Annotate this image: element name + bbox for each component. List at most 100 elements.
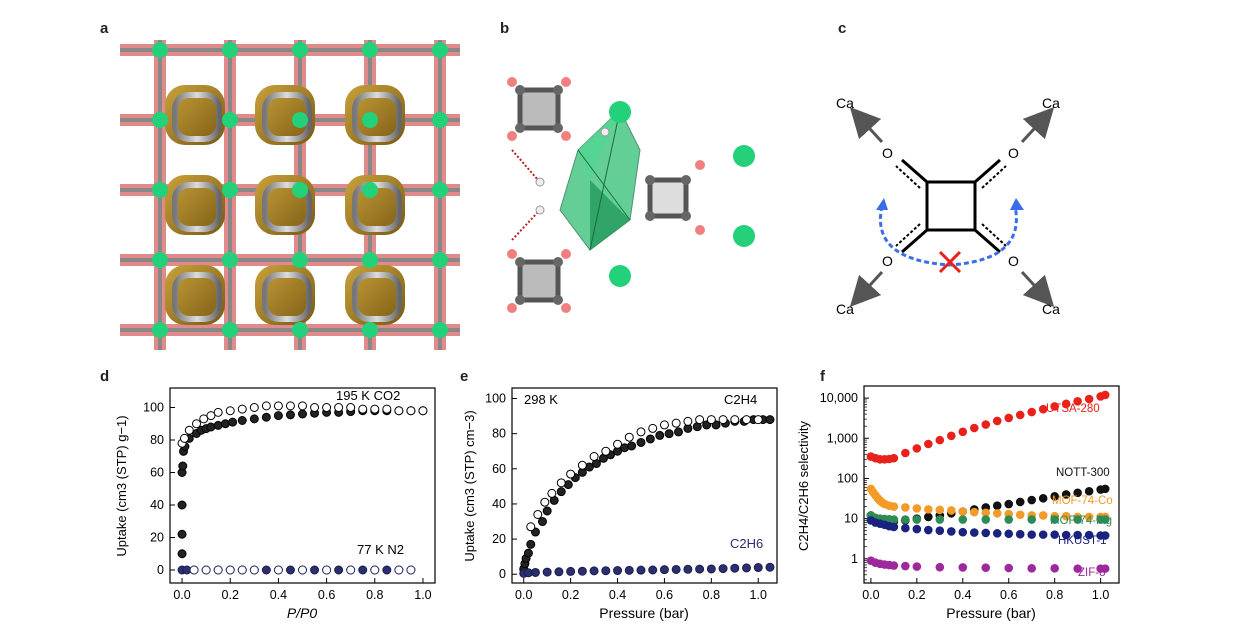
x-tick-label: 0.4: [609, 588, 626, 602]
data-point: [889, 453, 899, 463]
data-point: [556, 487, 566, 497]
pore-channel-wall: [262, 272, 312, 322]
chart-e-c2h4-c2h6-isotherm: 0.0 0.2 0.4 0.6 0.8 1.0 0 20 40 60 80 100 298 K C2H4 C…: [462, 387, 778, 621]
arrow-tl: [849, 106, 884, 144]
data-point: [177, 549, 187, 559]
data-point: [547, 488, 557, 498]
annotation-c2h4: C2H4: [724, 392, 757, 407]
framework-strut: [120, 48, 460, 52]
data-point: [1084, 512, 1094, 522]
data-point: [1050, 564, 1059, 573]
oxygen-label-tl: O: [882, 145, 893, 161]
data-point: [394, 406, 404, 416]
data-point: [683, 564, 693, 574]
calcium-node: [432, 182, 448, 198]
framework-structure-image: [120, 40, 460, 350]
data-point: [889, 515, 899, 524]
panel-label-f: f: [820, 368, 825, 385]
panel-label-b: b: [500, 20, 510, 37]
framework-strut: [120, 258, 460, 262]
calcium-node: [222, 112, 238, 128]
y-tick-label: 80: [492, 427, 506, 441]
data-point: [310, 565, 320, 575]
data-point: [237, 416, 247, 425]
y-tick-label: 1: [851, 552, 858, 566]
data-point: [540, 497, 550, 507]
series-label: NOTT-300: [1056, 467, 1110, 479]
data-point: [946, 527, 956, 536]
data-point: [958, 515, 968, 524]
calcium-node: [362, 42, 378, 58]
calcium-label-bl: Ca: [836, 301, 854, 317]
data-point: [566, 469, 576, 479]
x-tick-label: 0.0: [515, 588, 532, 602]
data-point: [659, 565, 669, 575]
y-axis-label: Uptake (cm3 (STP) cm−3): [462, 410, 477, 561]
x-tick-label: 0.8: [1046, 588, 1063, 602]
hydrogen-bonds: [511, 127, 610, 241]
data-point: [394, 565, 404, 575]
data-point: [192, 419, 201, 429]
y-tick-label: 20: [150, 531, 164, 545]
data-point: [958, 427, 968, 437]
annotation-co2: 195 K CO2: [336, 388, 400, 403]
calcium-node: [432, 252, 448, 268]
x-tick-label: 0.0: [173, 588, 190, 602]
data-point: [370, 565, 380, 575]
data-point: [924, 505, 933, 514]
data-point: [1050, 402, 1059, 411]
data-point: [624, 432, 634, 442]
panel-label-a: a: [100, 20, 109, 37]
calcium-atoms: [609, 101, 755, 287]
coordination-structure-image: [507, 77, 755, 313]
x-tick-label: 0.4: [954, 588, 971, 602]
data-point: [418, 406, 428, 416]
data-point: [935, 515, 945, 524]
data-point: [901, 515, 910, 524]
calcium-node: [152, 112, 168, 128]
framework-nodes: [152, 42, 448, 338]
data-point: [526, 539, 536, 549]
data-point: [542, 506, 552, 516]
chart-f-selectivity: 0.0 0.2 0.4 0.6 0.8 1.0 1 10 100 1,000 10,000 UTSA-…: [796, 385, 1120, 621]
data-point: [992, 529, 1002, 538]
data-point: [526, 522, 536, 532]
data-point: [273, 565, 283, 575]
data-point: [334, 565, 344, 575]
data-point: [901, 523, 910, 533]
calcium-node: [152, 182, 168, 198]
series-label: MOF-74-Mg: [1050, 515, 1112, 527]
data-point: [1061, 399, 1071, 409]
data-point: [382, 565, 392, 575]
data-point: [1061, 511, 1071, 521]
data-point: [220, 419, 230, 429]
arrow-bl: [849, 270, 884, 308]
panel-label-e: e: [460, 368, 469, 385]
data-point: [969, 423, 979, 433]
data-point: [213, 420, 223, 430]
data-point: [1027, 515, 1037, 524]
data-point: [178, 461, 188, 471]
y-tick-label: 1,000: [827, 431, 858, 445]
calcium-node: [362, 252, 378, 268]
data-point: [589, 452, 599, 462]
squarate-ring: [925, 180, 977, 232]
squarate-top: [507, 77, 571, 141]
calcium-node: [362, 112, 378, 128]
data-point: [1027, 530, 1037, 539]
data-point: [912, 504, 922, 513]
data-point: [577, 460, 587, 470]
data-point: [958, 527, 968, 537]
data-point: [648, 565, 658, 575]
data-point: [1061, 490, 1071, 499]
y-tick-label: 0: [157, 563, 164, 577]
data-point: [889, 502, 899, 511]
data-point: [924, 525, 933, 535]
data-point: [530, 567, 540, 577]
calcium-node: [292, 182, 308, 198]
x-tick-label: 0.8: [703, 588, 720, 602]
data-point: [1015, 497, 1025, 507]
calcium-node: [222, 182, 238, 198]
y-tick-label: 80: [150, 433, 164, 447]
data-point: [577, 566, 587, 576]
